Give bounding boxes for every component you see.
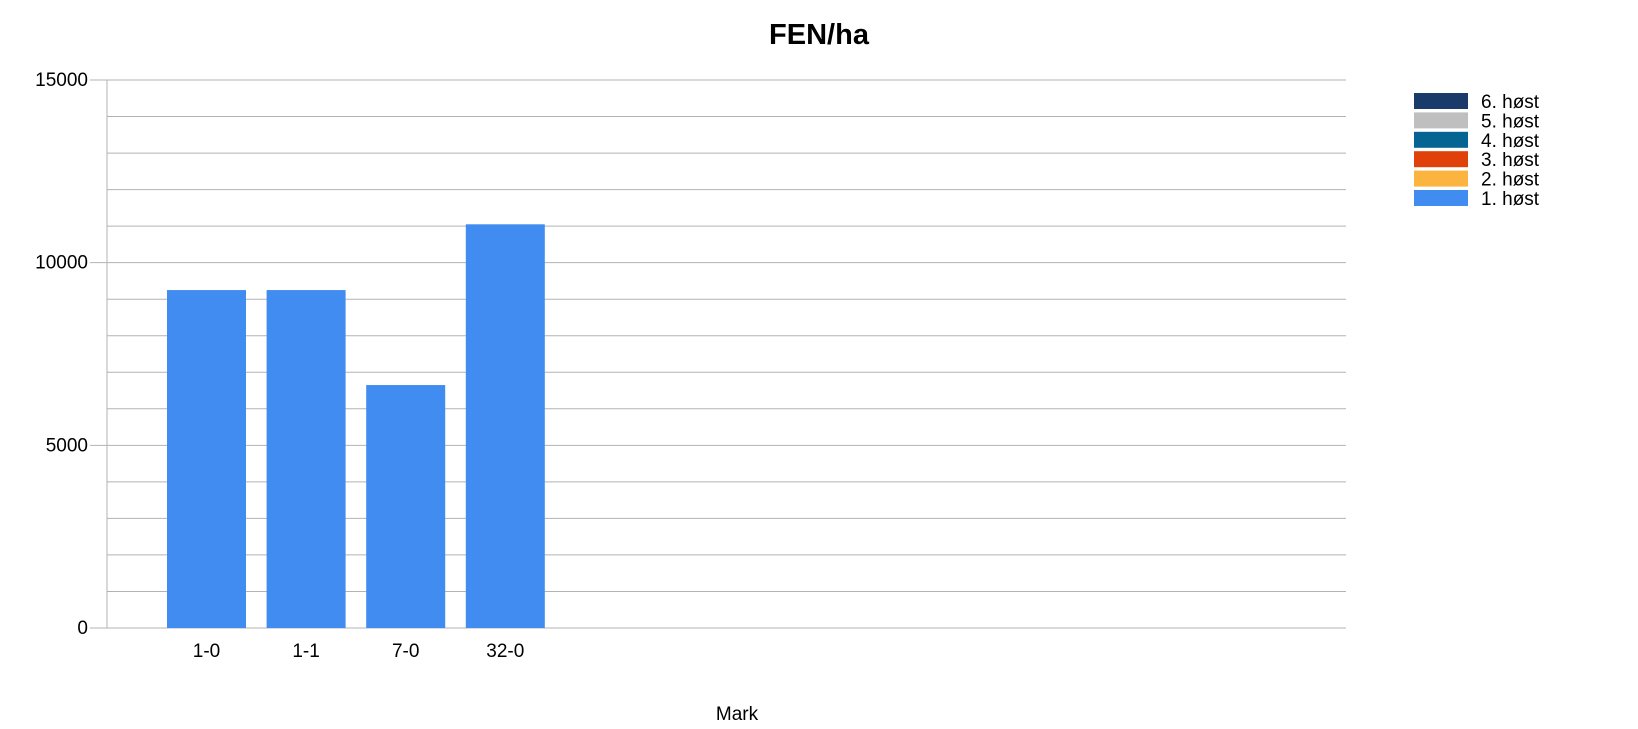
tick-labels: 0 5000 10000 15000 1-0 1-1 7-0 32-0	[35, 70, 524, 662]
legend-swatch	[1414, 93, 1468, 109]
bar	[366, 385, 446, 628]
legend-swatch	[1414, 190, 1468, 206]
bars	[167, 224, 545, 628]
legend-label: 5. høst	[1481, 111, 1540, 132]
y-tick-label: 0	[77, 618, 88, 639]
bar	[266, 290, 346, 628]
y-tick-label: 5000	[46, 435, 88, 456]
x-tick-label: 32-0	[486, 641, 524, 662]
y-tick-label: 10000	[35, 253, 88, 274]
chart-title: FEN/ha	[769, 19, 870, 51]
bar	[465, 224, 545, 628]
x-tick-label: 7-0	[392, 641, 419, 662]
legend-swatch	[1414, 112, 1468, 129]
bar	[167, 290, 246, 628]
legend-label: 2. høst	[1481, 170, 1540, 191]
legend-swatch	[1414, 131, 1468, 148]
legend-swatch	[1414, 151, 1468, 168]
y-tick-label: 15000	[35, 70, 88, 91]
x-axis-label: Mark	[716, 704, 759, 725]
x-tick-label: 1-0	[193, 641, 220, 662]
legend-label: 6. høst	[1481, 92, 1540, 113]
x-tick-label: 1-1	[292, 641, 319, 662]
legend-label: 1. høst	[1481, 189, 1540, 210]
legend-label: 3. høst	[1481, 150, 1540, 171]
legend-label: 4. høst	[1481, 131, 1540, 152]
legend-swatch	[1414, 170, 1468, 187]
